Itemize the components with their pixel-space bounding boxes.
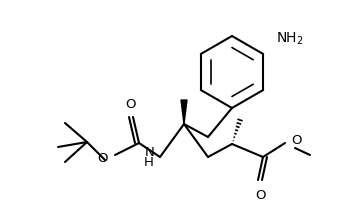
- Text: N: N: [144, 147, 154, 159]
- Text: H: H: [144, 157, 154, 170]
- Text: O: O: [291, 133, 302, 147]
- Text: O: O: [126, 98, 136, 111]
- Text: O: O: [97, 153, 108, 165]
- Text: NH$_2$: NH$_2$: [276, 31, 304, 47]
- Polygon shape: [181, 100, 187, 124]
- Text: O: O: [256, 189, 266, 202]
